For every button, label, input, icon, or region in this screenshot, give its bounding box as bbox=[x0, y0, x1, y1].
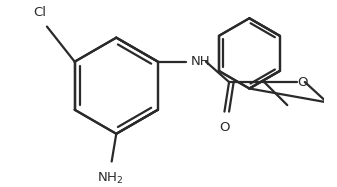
Text: O: O bbox=[297, 76, 307, 88]
Text: NH: NH bbox=[191, 55, 211, 68]
Text: O: O bbox=[219, 121, 230, 134]
Text: NH$_2$: NH$_2$ bbox=[97, 171, 123, 186]
Text: Cl: Cl bbox=[33, 6, 46, 19]
